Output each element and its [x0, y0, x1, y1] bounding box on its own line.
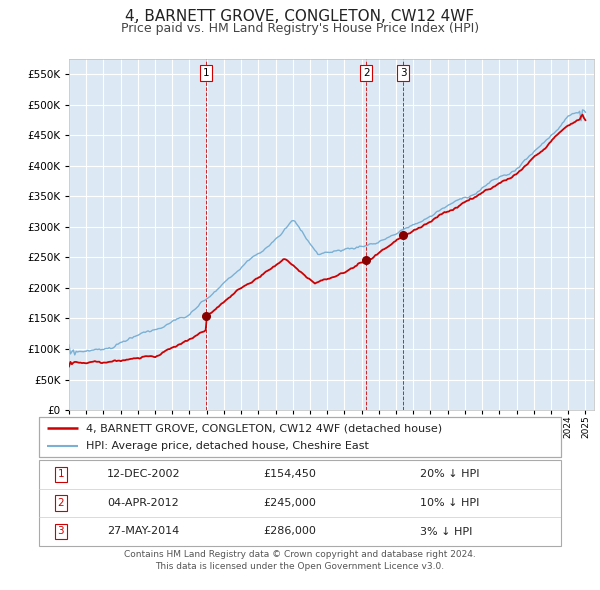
Text: £245,000: £245,000 [263, 498, 316, 508]
Text: 2: 2 [58, 498, 64, 508]
Text: 27-MAY-2014: 27-MAY-2014 [107, 526, 179, 536]
Text: 2: 2 [363, 68, 370, 78]
Text: 04-APR-2012: 04-APR-2012 [107, 498, 179, 508]
Text: HPI: Average price, detached house, Cheshire East: HPI: Average price, detached house, Ches… [86, 441, 369, 451]
Text: 4, BARNETT GROVE, CONGLETON, CW12 4WF (detached house): 4, BARNETT GROVE, CONGLETON, CW12 4WF (d… [86, 424, 442, 434]
Text: £286,000: £286,000 [263, 526, 316, 536]
Text: Price paid vs. HM Land Registry's House Price Index (HPI): Price paid vs. HM Land Registry's House … [121, 22, 479, 35]
Text: Contains HM Land Registry data © Crown copyright and database right 2024.: Contains HM Land Registry data © Crown c… [124, 550, 476, 559]
Text: 10% ↓ HPI: 10% ↓ HPI [420, 498, 479, 508]
Text: £154,450: £154,450 [263, 470, 316, 480]
Text: This data is licensed under the Open Government Licence v3.0.: This data is licensed under the Open Gov… [155, 562, 445, 571]
Text: 1: 1 [58, 470, 64, 480]
Text: 3% ↓ HPI: 3% ↓ HPI [420, 526, 472, 536]
Text: 4, BARNETT GROVE, CONGLETON, CW12 4WF: 4, BARNETT GROVE, CONGLETON, CW12 4WF [125, 9, 475, 24]
Text: 3: 3 [400, 68, 406, 78]
Text: 3: 3 [58, 526, 64, 536]
Text: 20% ↓ HPI: 20% ↓ HPI [420, 470, 479, 480]
Text: 12-DEC-2002: 12-DEC-2002 [107, 470, 180, 480]
Text: 1: 1 [203, 68, 209, 78]
